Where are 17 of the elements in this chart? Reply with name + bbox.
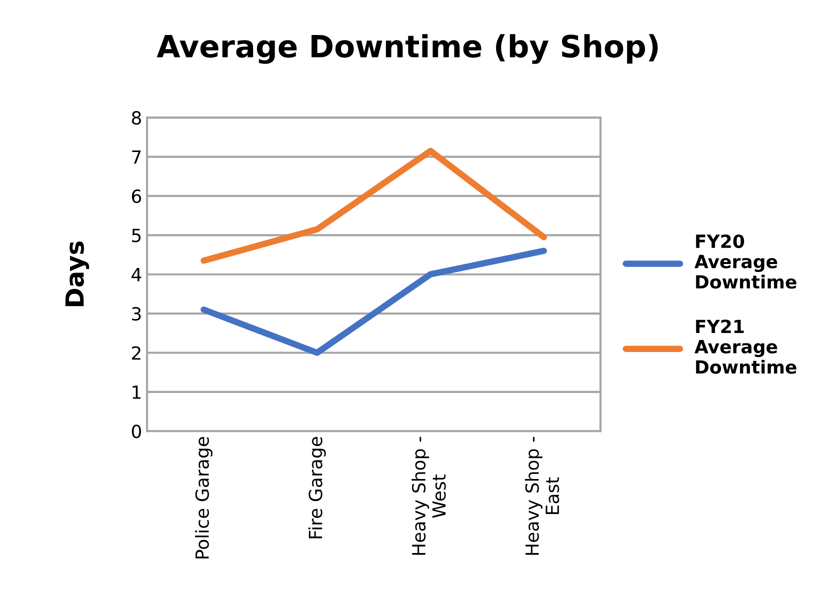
x-tick-label: Police Garage [195,436,212,558]
y-tick-label: 4 [132,268,142,282]
y-tick-label: 2 [132,346,140,360]
y-tick-label: 7 [132,150,141,164]
x-tick-label: Heavy Shop - West [412,436,446,555]
legend-label: FY21 Average Downtime [694,320,796,374]
x-tick-label: Fire Garage [308,436,326,538]
y-tick-label: 0 [132,424,141,438]
y-axis-title: Days [65,242,90,306]
y-tick-label: 6 [132,189,142,204]
y-tick-label: 8 [132,111,141,125]
x-tick-label: Heavy Shop - East [524,436,560,555]
chart-title: Average Downtime (by Shop) [156,34,658,64]
legend-label: FY20 Average Downtime [694,234,796,289]
y-tick-label: 5 [132,228,141,242]
y-tick-label: 3 [132,307,141,321]
y-tick-label: 1 [132,386,141,399]
